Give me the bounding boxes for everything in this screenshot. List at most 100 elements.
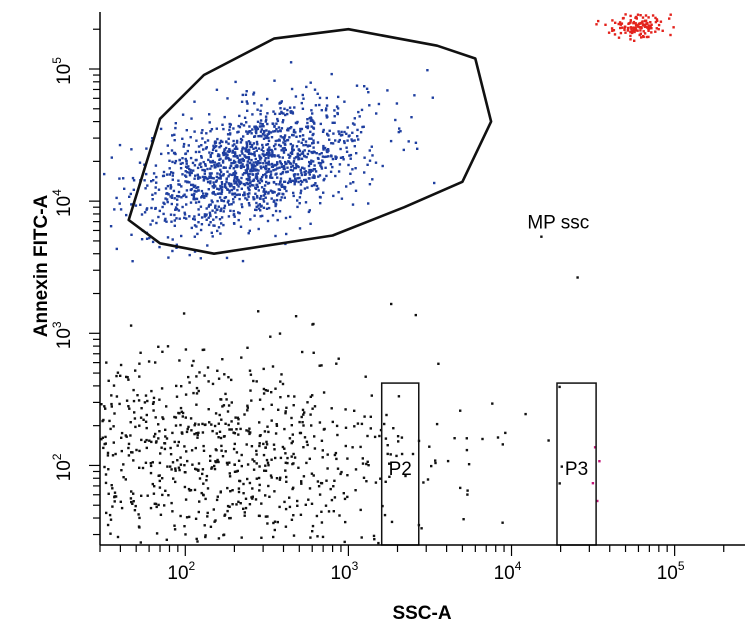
event-dot — [313, 176, 316, 179]
event-dot — [311, 169, 314, 172]
event-dot — [254, 498, 258, 501]
event-dot — [363, 171, 366, 174]
event-dot — [204, 164, 207, 167]
event-dot — [321, 535, 325, 539]
event-dot — [185, 203, 188, 206]
event-dot — [321, 449, 324, 452]
event-dot — [197, 431, 200, 434]
event-dot — [634, 22, 637, 25]
event-dot — [247, 178, 250, 182]
event-dot — [428, 445, 431, 448]
event-dot — [285, 406, 288, 409]
event-dot — [212, 144, 215, 148]
event-dot — [281, 445, 285, 449]
event-dot — [413, 94, 416, 97]
event-dot — [648, 26, 651, 29]
event-dot — [229, 185, 232, 188]
event-dot — [247, 175, 250, 178]
event-dot — [226, 150, 229, 153]
event-dot — [177, 190, 181, 194]
event-dot — [343, 141, 346, 145]
event-dot — [276, 218, 279, 222]
event-dot — [113, 495, 116, 498]
event-dot — [282, 112, 285, 115]
event-dot — [160, 446, 163, 449]
event-dot — [353, 117, 356, 120]
event-dot — [291, 462, 294, 466]
event-dot — [173, 161, 177, 165]
event-dot — [672, 26, 675, 29]
event-dot — [124, 478, 127, 481]
event-dot — [244, 169, 247, 172]
event-dot — [201, 129, 204, 132]
event-dot — [171, 431, 174, 435]
event-dot — [219, 436, 223, 440]
event-dot — [260, 128, 263, 131]
event-dot — [227, 215, 231, 218]
event-dot — [459, 486, 462, 490]
event-dot — [558, 482, 561, 485]
event-dot — [639, 29, 642, 32]
event-dot — [171, 194, 174, 197]
event-dot — [396, 435, 400, 438]
event-dot — [246, 102, 249, 105]
event-dot — [356, 422, 360, 425]
event-dot — [640, 26, 643, 30]
event-dot — [310, 137, 313, 140]
event-dot — [328, 129, 331, 132]
event-dot — [164, 489, 167, 492]
event-dot — [318, 174, 322, 177]
event-dot — [266, 112, 269, 115]
event-dot — [265, 167, 268, 170]
event-dot — [209, 175, 212, 178]
event-dot — [303, 187, 307, 190]
event-dot — [335, 424, 339, 428]
event-dot — [607, 31, 611, 34]
event-dot — [243, 191, 246, 194]
event-dot — [270, 136, 274, 139]
event-dot — [249, 389, 252, 392]
event-dot — [292, 191, 295, 195]
event-dot — [265, 129, 268, 132]
event-dot — [261, 133, 265, 136]
gate-mp-ssc-outline — [127, 27, 493, 255]
event-dot — [240, 138, 244, 142]
event-dot — [229, 132, 232, 135]
event-dot — [245, 142, 249, 146]
event-dot — [128, 195, 131, 198]
event-dot — [643, 25, 647, 28]
event-dot — [291, 149, 294, 152]
event-dot — [250, 158, 253, 162]
event-dot — [233, 192, 237, 195]
event-dot — [249, 141, 252, 144]
event-dot — [222, 223, 225, 227]
event-dot — [243, 511, 246, 514]
event-dot — [371, 154, 374, 157]
event-dot — [184, 393, 188, 396]
event-dot — [288, 505, 292, 509]
event-dot — [165, 538, 168, 541]
event-dot — [264, 389, 267, 392]
event-dot — [202, 444, 205, 448]
event-dot — [267, 130, 271, 133]
event-dot — [241, 173, 245, 176]
event-dot — [320, 167, 324, 170]
event-dot — [346, 457, 349, 460]
event-dot — [311, 133, 314, 137]
event-dot — [273, 112, 277, 116]
event-dot — [127, 446, 130, 450]
event-dot — [363, 85, 366, 88]
event-dot — [187, 165, 190, 168]
event-dot — [244, 93, 248, 96]
event-dot — [345, 132, 348, 135]
event-dot — [651, 14, 655, 17]
event-dot — [359, 508, 362, 512]
event-dot — [175, 194, 179, 198]
event-dot — [644, 19, 648, 22]
event-dot — [284, 412, 287, 415]
event-dot — [144, 420, 148, 423]
event-dot — [155, 175, 158, 179]
event-dot — [301, 150, 305, 153]
event-dot — [235, 141, 239, 144]
